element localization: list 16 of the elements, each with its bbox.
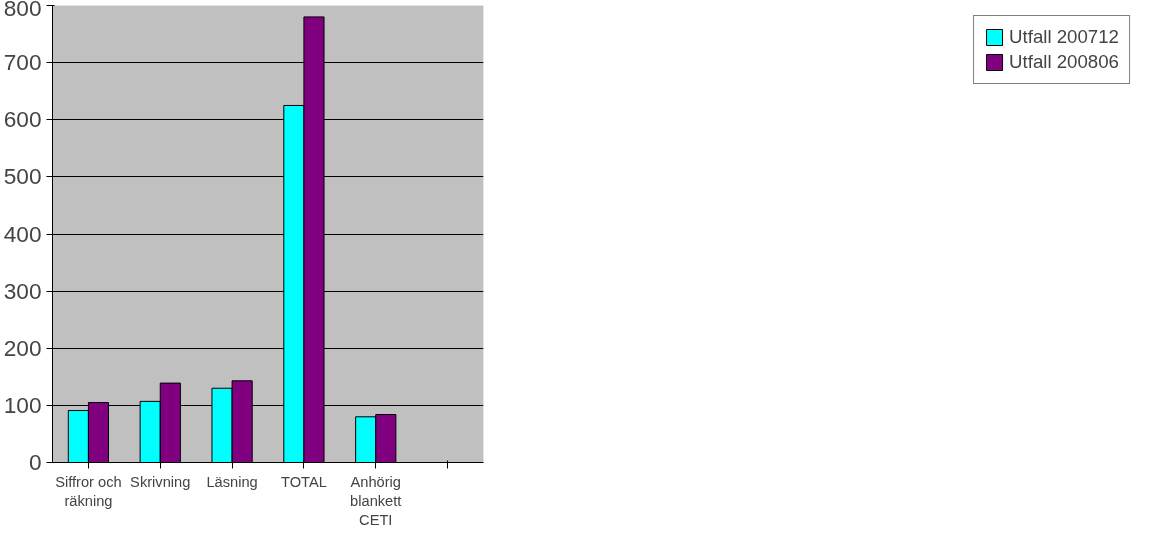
y-tick-label: 100 (3, 391, 42, 418)
y-tick-label: 500 (3, 163, 42, 190)
x-tick-label: Skrivning (130, 473, 191, 490)
x-tick-label: TOTAL (280, 473, 327, 490)
y-tick-label: 400 (3, 220, 42, 247)
legend-label: Utfall 200712 (1009, 26, 1119, 48)
y-tick-label: 300 (3, 277, 42, 304)
x-tick-label: Siffror och räkning (55, 473, 122, 509)
y-tick-label: 800 (3, 0, 42, 21)
x-tick-label: Anhörig blankett CETI (350, 473, 402, 528)
x-tick-label: Läsning (206, 473, 258, 490)
y-tick-label: 600 (3, 106, 42, 133)
legend-label: Utfall 200806 (1009, 51, 1119, 73)
y-tick-label: 700 (3, 49, 42, 76)
y-tick-label: 0 (28, 449, 42, 475)
y-tick-label: 200 (3, 334, 42, 361)
